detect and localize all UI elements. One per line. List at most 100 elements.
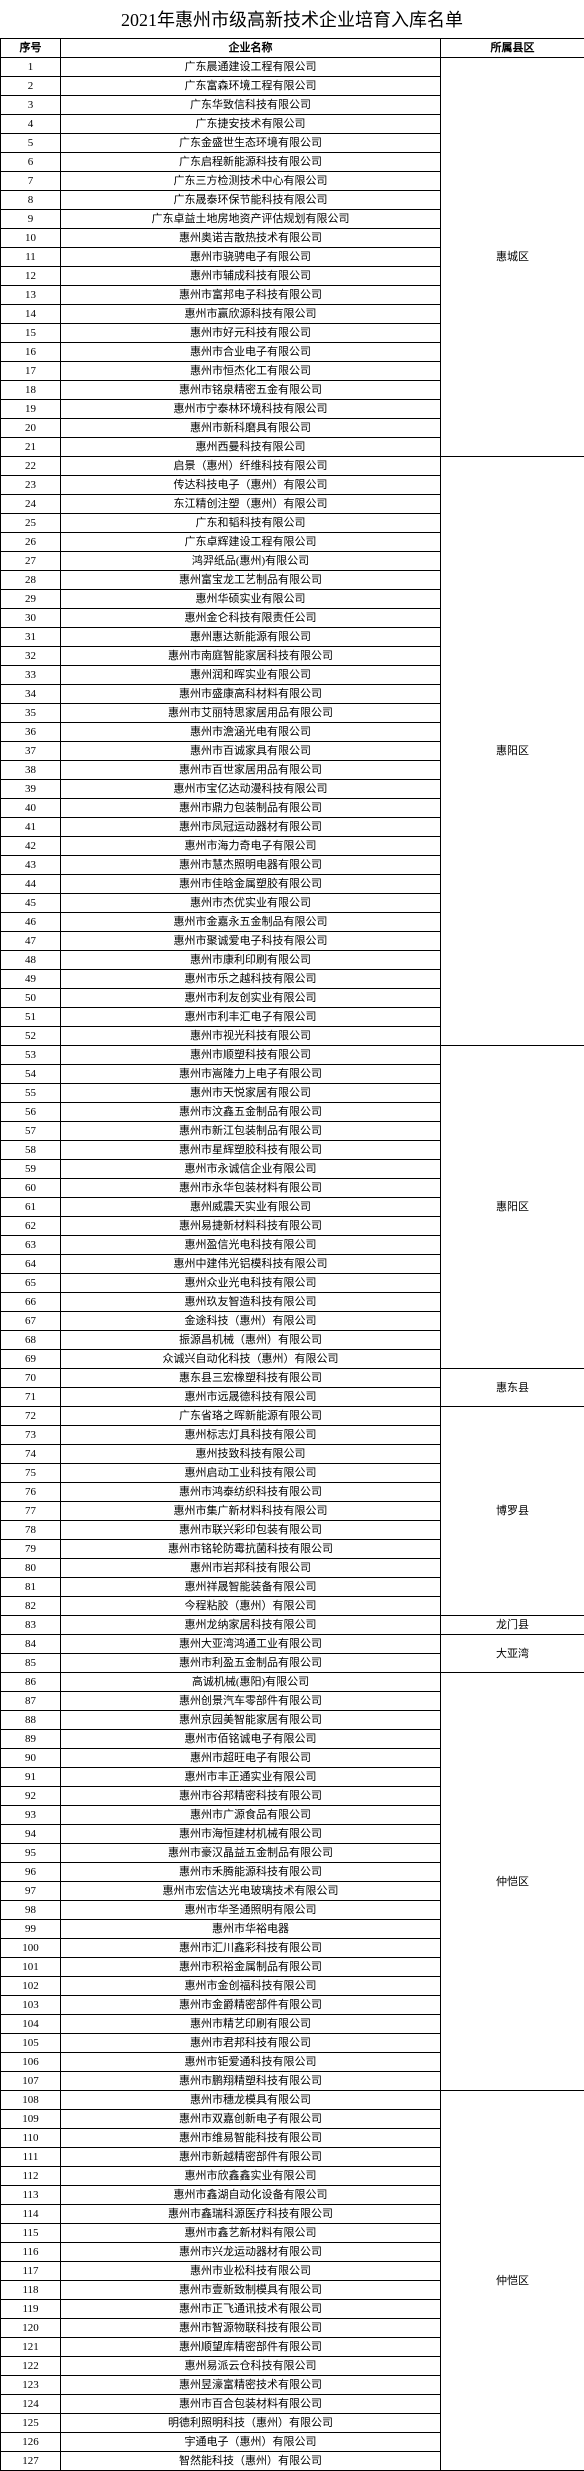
cell-company-name: 惠州启动工业科技有限公司 <box>61 1464 441 1483</box>
cell-company-name: 惠州市兴龙运动器材有限公司 <box>61 2243 441 2262</box>
cell-seq: 14 <box>1 305 61 324</box>
cell-company-name: 惠州市禾腾能源科技有限公司 <box>61 1863 441 1882</box>
cell-company-name: 广东金盛世生态环境有限公司 <box>61 134 441 153</box>
cell-company-name: 惠州市正飞通讯技术有限公司 <box>61 2300 441 2319</box>
cell-company-name: 惠州市聚诚爱电子科技有限公司 <box>61 932 441 951</box>
cell-district: 惠东县 <box>441 1369 584 1407</box>
cell-seq: 12 <box>1 267 61 286</box>
cell-company-name: 惠州市金创福科技有限公司 <box>61 1977 441 1996</box>
cell-company-name: 惠州市君邦科技有限公司 <box>61 2034 441 2053</box>
cell-district: 仲恺区 <box>441 1673 584 2091</box>
cell-company-name: 广东富森环境工程有限公司 <box>61 77 441 96</box>
cell-seq: 41 <box>1 818 61 837</box>
cell-company-name: 明德利照明科技（惠州）有限公司 <box>61 2414 441 2433</box>
cell-company-name: 惠州市欣鑫鑫实业有限公司 <box>61 2167 441 2186</box>
cell-seq: 92 <box>1 1787 61 1806</box>
cell-seq: 105 <box>1 2034 61 2053</box>
cell-seq: 46 <box>1 913 61 932</box>
cell-company-name: 惠州市新越精密部件有限公司 <box>61 2148 441 2167</box>
cell-company-name: 惠州市鑫艺新材料有限公司 <box>61 2224 441 2243</box>
cell-company-name: 惠州市岩邦科技有限公司 <box>61 1559 441 1578</box>
cell-seq: 48 <box>1 951 61 970</box>
cell-company-name: 惠州市利盈五金制品有限公司 <box>61 1654 441 1673</box>
cell-company-name: 惠州市广源食品有限公司 <box>61 1806 441 1825</box>
cell-company-name: 惠州市利丰汇电子有限公司 <box>61 1008 441 1027</box>
cell-company-name: 惠州市联兴彩印包装有限公司 <box>61 1521 441 1540</box>
col-district: 所属县区 <box>441 39 584 58</box>
cell-seq: 3 <box>1 96 61 115</box>
cell-seq: 4 <box>1 115 61 134</box>
cell-company-name: 惠州市超旺电子有限公司 <box>61 1749 441 1768</box>
cell-company-name: 惠州市新科磨具有限公司 <box>61 419 441 438</box>
cell-seq: 56 <box>1 1103 61 1122</box>
cell-district: 惠城区 <box>441 58 584 457</box>
cell-company-name: 鸿羿纸品(惠州)有限公司 <box>61 552 441 571</box>
cell-seq: 6 <box>1 153 61 172</box>
cell-seq: 30 <box>1 609 61 628</box>
cell-company-name: 惠州市维易智能科技有限公司 <box>61 2129 441 2148</box>
cell-seq: 70 <box>1 1369 61 1388</box>
cell-company-name: 惠州市视光科技有限公司 <box>61 1027 441 1046</box>
cell-company-name: 惠州昱濠富精密技术有限公司 <box>61 2376 441 2395</box>
cell-company-name: 惠州市天悦家居有限公司 <box>61 1084 441 1103</box>
cell-seq: 107 <box>1 2072 61 2091</box>
cell-company-name: 惠州市百世家居用品有限公司 <box>61 761 441 780</box>
cell-company-name: 惠东县三宏橡塑科技有限公司 <box>61 1369 441 1388</box>
cell-seq: 42 <box>1 837 61 856</box>
table-row: 1广东晨通建设工程有限公司惠城区 <box>1 58 584 77</box>
cell-company-name: 惠州奥诺吉散热技术有限公司 <box>61 229 441 248</box>
cell-company-name: 广东晟泰环保节能科技有限公司 <box>61 191 441 210</box>
cell-seq: 82 <box>1 1597 61 1616</box>
cell-seq: 94 <box>1 1825 61 1844</box>
cell-seq: 87 <box>1 1692 61 1711</box>
cell-seq: 61 <box>1 1198 61 1217</box>
cell-company-name: 惠州市豪汉晶益五金制品有限公司 <box>61 1844 441 1863</box>
cell-seq: 53 <box>1 1046 61 1065</box>
cell-company-name: 惠州市钜爱通科技有限公司 <box>61 2053 441 2072</box>
cell-seq: 73 <box>1 1426 61 1445</box>
cell-seq: 24 <box>1 495 61 514</box>
table-row: 83惠州龙纳家居科技有限公司龙门县 <box>1 1616 584 1635</box>
cell-company-name: 广东晨通建设工程有限公司 <box>61 58 441 77</box>
cell-company-name: 惠州市宏信达光电玻璃技术有限公司 <box>61 1882 441 1901</box>
cell-company-name: 惠州市海恒建材机械有限公司 <box>61 1825 441 1844</box>
cell-district: 大亚湾 <box>441 1635 584 1673</box>
cell-seq: 33 <box>1 666 61 685</box>
cell-company-name: 惠州玖友智造科技有限公司 <box>61 1293 441 1312</box>
cell-seq: 75 <box>1 1464 61 1483</box>
cell-seq: 123 <box>1 2376 61 2395</box>
cell-seq: 104 <box>1 2015 61 2034</box>
cell-seq: 103 <box>1 1996 61 2015</box>
cell-seq: 26 <box>1 533 61 552</box>
cell-company-name: 传达科技电子（惠州）有限公司 <box>61 476 441 495</box>
cell-seq: 114 <box>1 2205 61 2224</box>
cell-district: 惠阳区 <box>441 1046 584 1369</box>
table-row: 86高诚机械(惠阳)有限公司仲恺区 <box>1 1673 584 1692</box>
cell-seq: 5 <box>1 134 61 153</box>
cell-seq: 110 <box>1 2129 61 2148</box>
cell-seq: 119 <box>1 2300 61 2319</box>
cell-company-name: 惠州市富邦电子科技有限公司 <box>61 286 441 305</box>
cell-company-name: 惠州市百合包装材料有限公司 <box>61 2395 441 2414</box>
cell-company-name: 惠州润和晖实业有限公司 <box>61 666 441 685</box>
cell-district: 龙门县 <box>441 1616 584 1635</box>
cell-company-name: 惠州市积裕金属制品有限公司 <box>61 1958 441 1977</box>
cell-company-name: 惠州市佰铭诚电子有限公司 <box>61 1730 441 1749</box>
cell-company-name: 惠州顺望库精密部件有限公司 <box>61 2338 441 2357</box>
cell-company-name: 惠州市华圣通照明有限公司 <box>61 1901 441 1920</box>
cell-seq: 126 <box>1 2433 61 2452</box>
cell-company-name: 惠州中建伟光铝模科技有限公司 <box>61 1255 441 1274</box>
cell-seq: 29 <box>1 590 61 609</box>
cell-seq: 81 <box>1 1578 61 1597</box>
cell-company-name: 智然能科技（惠州）有限公司 <box>61 2452 441 2471</box>
cell-company-name: 惠州市凤冠运动器材有限公司 <box>61 818 441 837</box>
cell-seq: 125 <box>1 2414 61 2433</box>
table-row: 72广东省珞之晖新能源有限公司博罗县 <box>1 1407 584 1426</box>
cell-seq: 116 <box>1 2243 61 2262</box>
company-table: 序号 企业名称 所属县区 1广东晨通建设工程有限公司惠城区2广东富森环境工程有限… <box>0 38 584 2471</box>
cell-company-name: 惠州市康利印刷有限公司 <box>61 951 441 970</box>
cell-seq: 45 <box>1 894 61 913</box>
cell-company-name: 惠州众业光电科技有限公司 <box>61 1274 441 1293</box>
cell-seq: 15 <box>1 324 61 343</box>
table-header-row: 序号 企业名称 所属县区 <box>1 39 584 58</box>
